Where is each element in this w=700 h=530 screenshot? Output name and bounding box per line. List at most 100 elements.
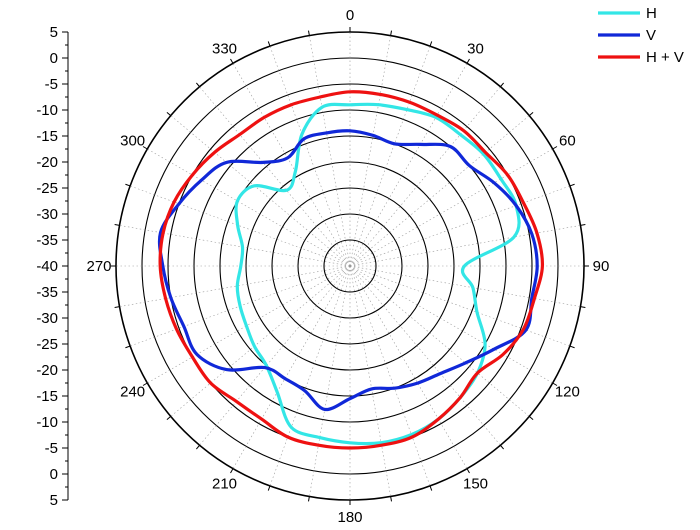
radial-axis-tick-label: 5 [50, 24, 58, 41]
grid-ring [219, 135, 481, 397]
angle-tick-mark [569, 183, 575, 187]
angle-tick-mark [114, 224, 120, 226]
grid-spoke [309, 265, 351, 497]
angle-tick-mark [500, 444, 505, 450]
radial-axis: 5 0 -5 -10 -15 -20 -25 -30 -35 -40 -35 -30 -25 -20 -15… [36, 24, 69, 509]
radial-axis-tick-label: -15 [36, 128, 58, 145]
angle-tick-label: 210 [212, 475, 237, 492]
radial-axis-tick-label: -30 [36, 310, 58, 327]
angle-tick-label: 330 [212, 41, 237, 58]
angle-tick-mark [466, 58, 470, 64]
grid-spoke [349, 148, 553, 267]
grid-spoke [349, 225, 581, 267]
angle-tick-mark [552, 146, 558, 150]
grid-spoke [349, 46, 431, 267]
angle-tick-mark [195, 82, 200, 88]
angle-tick-mark [125, 345, 131, 349]
grid-spoke [349, 265, 468, 469]
radial-axis-tick-label: -5 [45, 76, 58, 93]
angle-tick-mark [500, 82, 505, 88]
grid-spoke [349, 63, 468, 267]
grid-spoke [349, 265, 553, 384]
grid-spoke [349, 185, 570, 267]
grid-spoke [349, 265, 431, 486]
angle-tick-mark [390, 30, 392, 36]
series-layer [157, 90, 545, 450]
angle-tick-mark [230, 468, 234, 474]
grid-spoke [232, 265, 351, 469]
radial-axis-tick-label: -35 [36, 284, 58, 301]
angle-tick-label: 0 [346, 7, 354, 24]
radial-axis-tick-label: 0 [50, 50, 58, 67]
angle-tick-mark [267, 485, 271, 491]
grid-spoke [349, 265, 570, 347]
angle-tick-mark [114, 306, 120, 308]
grid-spoke [147, 148, 351, 267]
grid-spoke [232, 63, 351, 267]
angle-tick-mark [528, 111, 534, 116]
angle-tick-mark [166, 111, 172, 116]
grid-spoke [349, 265, 501, 446]
grid-spoke [349, 265, 530, 417]
series-v [157, 129, 539, 412]
legend-label: H + V [646, 49, 684, 66]
grid-spoke [170, 265, 351, 417]
angle-tick-mark [429, 485, 433, 491]
angle-tick-mark [166, 416, 172, 421]
series-h-v [158, 90, 545, 450]
angle-tick-mark [267, 41, 271, 47]
angle-tick-mark [308, 496, 310, 502]
angle-tick-label: 270 [86, 258, 111, 275]
grid-ring [271, 187, 429, 345]
angle-tick-mark [528, 416, 534, 421]
grid-spoke [349, 35, 391, 267]
series-h [234, 102, 521, 446]
radial-axis-tick-label: 5 [50, 492, 58, 509]
angle-tick-mark [569, 345, 575, 349]
legend-label: V [646, 27, 656, 44]
angle-tick-mark [466, 468, 470, 474]
grid-spoke [119, 225, 351, 267]
angle-tick-mark [142, 146, 148, 150]
grid-spoke [349, 115, 530, 267]
radial-axis-tick-label: -20 [36, 154, 58, 171]
angle-tick-mark [308, 30, 310, 36]
radial-axis-tick-label: -15 [36, 388, 58, 405]
grid-spoke [147, 265, 351, 384]
radial-axis-tick-label: -35 [36, 232, 58, 249]
grid-spoke [130, 185, 351, 267]
angle-tick-mark [390, 496, 392, 502]
angle-tick-mark [429, 41, 433, 47]
grid-spoke [170, 115, 351, 267]
grid-spoke [349, 265, 581, 307]
radial-axis-tick-label: 0 [50, 466, 58, 483]
angle-tick-label: 180 [337, 509, 362, 526]
angle-tick-label: 120 [555, 384, 580, 401]
angle-tick-label: 300 [120, 133, 145, 150]
radial-axis-tick-label: -30 [36, 206, 58, 223]
angle-tick-mark [142, 382, 148, 386]
angle-tick-label: 90 [593, 258, 610, 275]
grid-spoke [349, 265, 391, 497]
grid-ring [323, 239, 377, 293]
grid-spoke [269, 46, 351, 267]
angular-grid-spokes [111, 27, 589, 505]
angle-tick-label: 30 [467, 41, 484, 58]
radial-axis-tick-label: -20 [36, 362, 58, 379]
angle-tick-labels: 0 30 60 90 120 150 180 210 240 270 300 330 [86, 7, 609, 526]
angle-tick-mark [195, 444, 200, 450]
radial-axis-tick-label: -25 [36, 336, 58, 353]
legend-label: H [646, 5, 657, 22]
angle-tick-mark [125, 183, 131, 187]
radial-axis-tick-label: -10 [36, 414, 58, 431]
angle-tick-mark [230, 58, 234, 64]
legend: HV H + V [598, 5, 684, 66]
grid-spoke [119, 265, 351, 307]
grid-spoke [269, 265, 351, 486]
grid-spoke [349, 86, 501, 267]
angle-tick-label: 240 [120, 384, 145, 401]
angle-tick-mark [552, 382, 558, 386]
angle-tick-mark [580, 224, 586, 226]
angle-tick-label: 60 [559, 133, 576, 150]
